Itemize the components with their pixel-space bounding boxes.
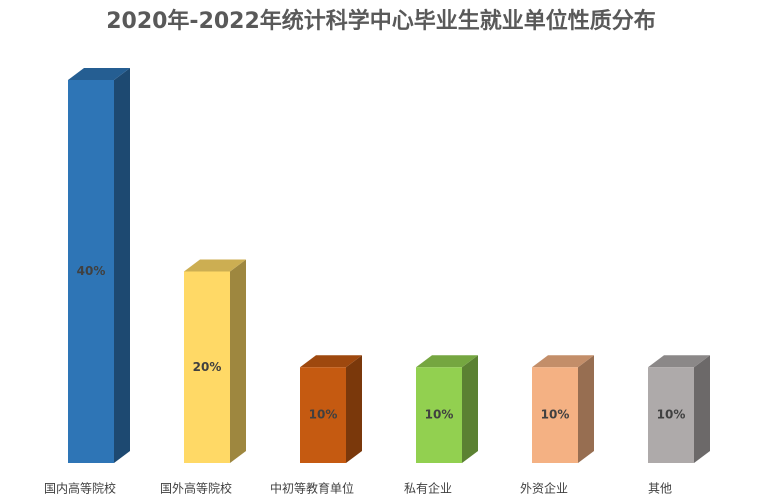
data-label: 10% [657, 408, 686, 422]
bar-top [68, 68, 130, 80]
bar [300, 367, 346, 463]
bar-side [346, 355, 362, 463]
bar [416, 367, 462, 463]
bar-side [694, 355, 710, 463]
bar [532, 367, 578, 463]
bar-side [462, 355, 478, 463]
data-label: 10% [541, 408, 570, 422]
chart-title: 2020年-2022年统计科学中心毕业生就业单位性质分布 [106, 8, 656, 34]
bar [184, 271, 230, 463]
x-tick-label: 国内高等院校 [44, 481, 116, 496]
bar-top [184, 259, 246, 272]
bar-top [416, 355, 478, 368]
bar-side [578, 355, 594, 463]
bar-top [300, 355, 362, 368]
x-tick-label: 其他 [648, 482, 672, 496]
bar-top [532, 355, 594, 368]
x-tick-label: 外资企业 [520, 481, 568, 496]
bar-side [230, 259, 246, 463]
data-label: 10% [309, 408, 338, 422]
x-tick-label: 国外高等院校 [160, 481, 232, 496]
data-label: 20% [193, 360, 222, 374]
x-tick-label: 中初等教育单位 [270, 481, 354, 496]
bar-side [114, 68, 130, 463]
bar [648, 367, 694, 463]
data-label: 10% [425, 408, 454, 422]
bar [68, 80, 114, 463]
data-label: 40% [77, 264, 106, 278]
x-tick-label: 私有企业 [404, 481, 452, 496]
bar-top [648, 355, 710, 368]
